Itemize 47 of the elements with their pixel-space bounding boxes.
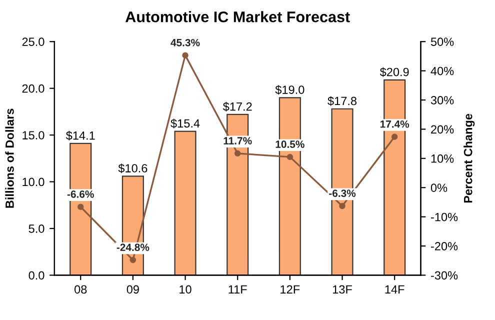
x-tick-label: 13F bbox=[332, 285, 352, 294]
point bbox=[391, 134, 398, 140]
data-label: 10.5% bbox=[276, 140, 304, 148]
y2-tick-label: 0% bbox=[430, 184, 448, 192]
y2-tick-label: 20% bbox=[431, 125, 454, 134]
data-label: 11.7% bbox=[224, 137, 252, 144]
x-tick-label: 10 bbox=[180, 285, 192, 294]
y2-tick-label: 30% bbox=[430, 96, 454, 104]
point bbox=[234, 150, 241, 157]
point bbox=[182, 52, 188, 58]
y2-axis-title: Percent Change bbox=[464, 114, 475, 203]
x-tick-label: 09 bbox=[126, 285, 139, 294]
point bbox=[77, 204, 84, 210]
data-label: $20.9 bbox=[380, 67, 409, 77]
x-tick-label: 11F bbox=[228, 285, 247, 294]
data-label: $19.0 bbox=[275, 85, 304, 95]
y-axis-title: Billions of Dollars bbox=[5, 108, 14, 208]
data-label: -6.6% bbox=[67, 190, 94, 198]
data-label: -24.8% bbox=[116, 244, 150, 252]
y2-tick-label: -10% bbox=[430, 212, 458, 222]
data-label: $10.6 bbox=[118, 164, 148, 174]
x-tick-label: 12F bbox=[280, 285, 300, 294]
y-tick-label: 10.0 bbox=[22, 178, 44, 186]
chart-title: Automotive IC Market Forecast bbox=[126, 11, 350, 22]
data-label: $15.4 bbox=[170, 118, 200, 128]
y2-tick-label: 40% bbox=[430, 66, 454, 76]
y-tick-label: 0.0 bbox=[28, 271, 44, 280]
x-tick-label: 08 bbox=[74, 285, 87, 294]
data-label: -6.3% bbox=[329, 190, 356, 198]
data-label: $17.8 bbox=[328, 96, 357, 106]
data-label: 45.3% bbox=[170, 38, 200, 46]
data-label: $17.2 bbox=[222, 102, 252, 112]
y2-tick-label: -30% bbox=[430, 271, 458, 280]
point bbox=[130, 256, 136, 264]
y-tick-label: 25.0 bbox=[22, 38, 44, 46]
point bbox=[286, 154, 294, 160]
y-tick-label: 15.0 bbox=[22, 131, 44, 140]
y-tick-label: 20.0 bbox=[22, 84, 44, 93]
data-label: $14.1 bbox=[66, 130, 95, 140]
data-label: 17.4% bbox=[380, 120, 410, 128]
bar bbox=[174, 130, 196, 276]
y2-tick-label: 10% bbox=[431, 154, 454, 163]
x-tick-label: 14F bbox=[385, 285, 404, 294]
point bbox=[339, 202, 346, 210]
y2-tick-label: 50% bbox=[430, 38, 454, 46]
y-tick-label: 5.0 bbox=[28, 224, 44, 233]
y2-tick-label: -20% bbox=[430, 242, 458, 250]
